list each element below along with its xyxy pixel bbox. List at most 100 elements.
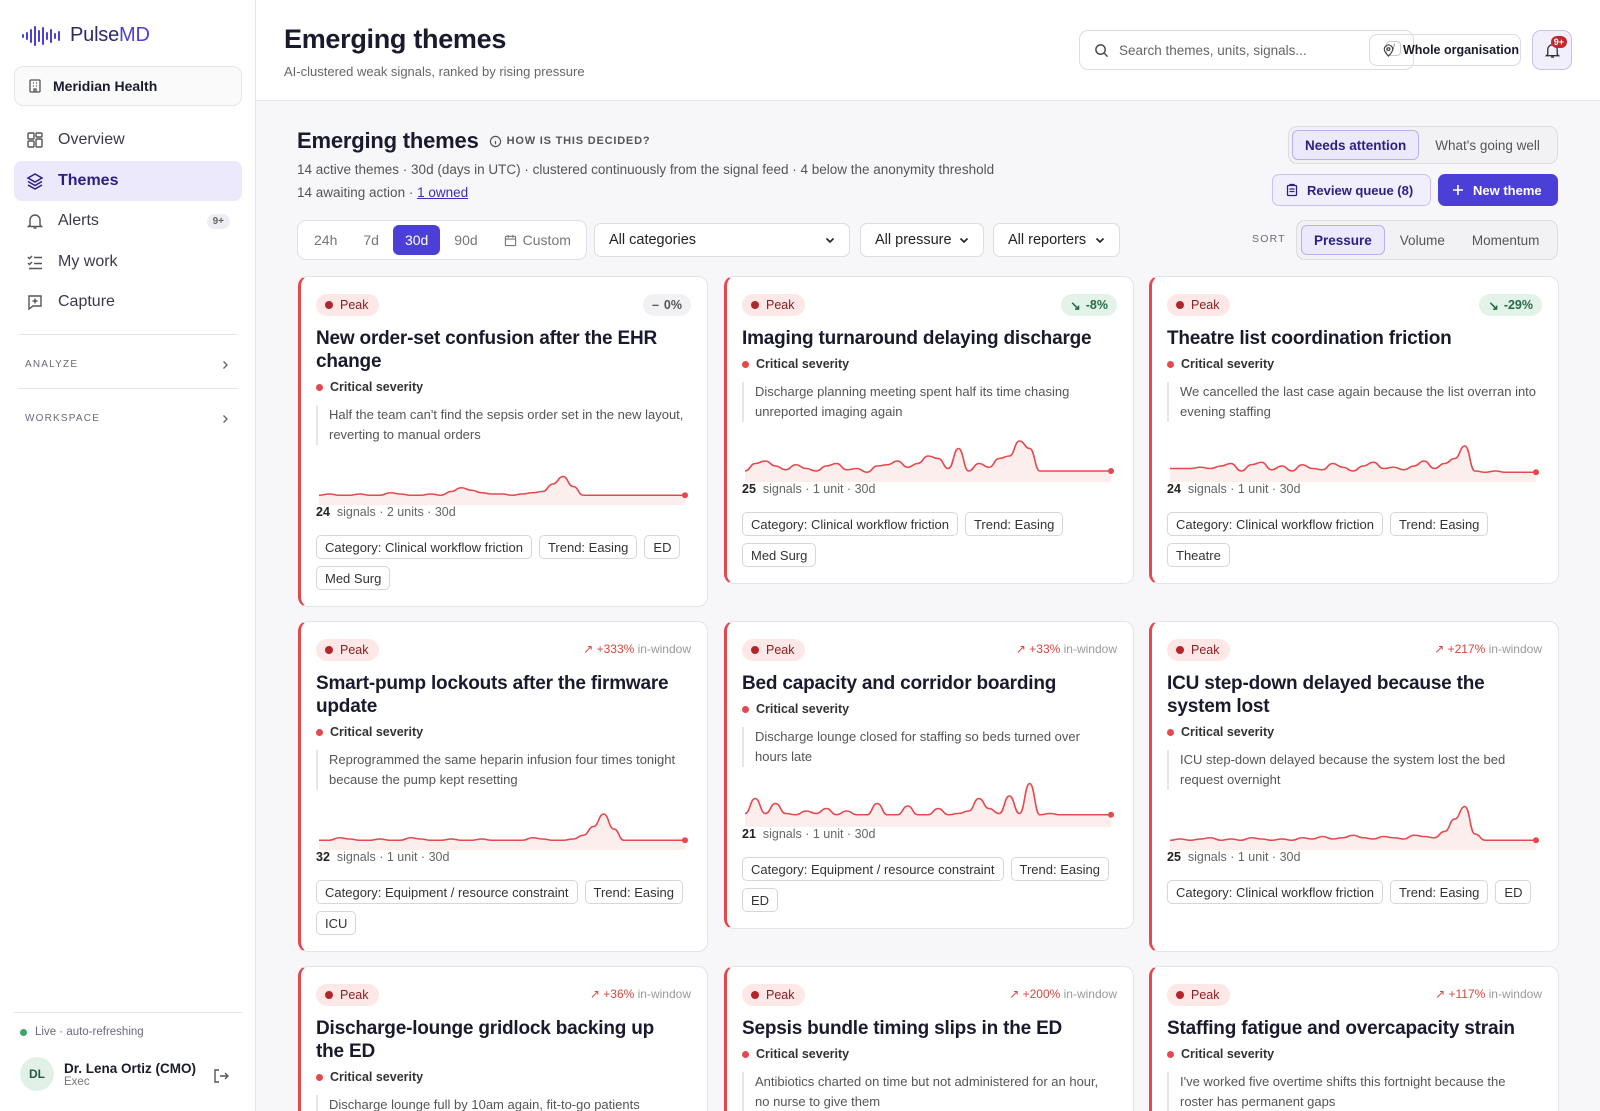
theme-title[interactable]: Smart-pump lockouts after the firmware u… — [316, 673, 669, 717]
theme-title[interactable]: Staffing fatigue and overcapacity strain — [1167, 1018, 1515, 1039]
sparkline-endpoint — [1533, 837, 1539, 844]
severity-dot-icon — [1167, 1050, 1174, 1058]
nav-item-themes[interactable]: Themes — [14, 160, 242, 201]
new-theme-label: New theme — [1473, 182, 1542, 198]
range-7d[interactable]: 7d — [363, 232, 379, 248]
tag-chip[interactable]: Med Surg — [316, 566, 391, 590]
tag-chip[interactable]: Category: Clinical workflow friction — [316, 535, 532, 559]
theme-card[interactable]: Peak ↗ +217% in-window ICU step-down delay… — [1149, 621, 1559, 952]
theme-card[interactable]: Peak ↗ +36% in-window Discharge-lounge gri… — [298, 966, 708, 1111]
tag-chip[interactable]: ED — [644, 535, 681, 559]
signal-stats-rest: signals · 1 unit · 30d — [336, 850, 450, 864]
status-dot-icon — [325, 991, 333, 999]
org-switcher[interactable]: Meridian Health — [14, 66, 242, 106]
toggle-needs-attention[interactable]: Needs attention — [1292, 130, 1420, 160]
pressure-select[interactable]: All pressure — [860, 223, 984, 257]
tag-chip[interactable]: Trend: Easing — [964, 512, 1064, 536]
pulse-logo-icon — [22, 25, 60, 46]
sidebar: PulseMD Meridian Health Overview Themes … — [0, 0, 256, 1111]
logout-button[interactable] — [212, 1067, 230, 1090]
status-label: Peak — [1191, 988, 1220, 1002]
dash-icon: – — [651, 298, 659, 312]
tag-chip[interactable]: ED — [742, 888, 779, 912]
tag-chip[interactable]: Trend: Easing — [1010, 857, 1109, 881]
theme-title[interactable]: Discharge-lounge gridlock backing up the… — [316, 1018, 655, 1062]
nav-group-workspace[interactable]: WORKSPACE — [25, 413, 230, 424]
app-logo[interactable]: PulseMD — [22, 24, 150, 47]
nav-group-analyze[interactable]: ANALYZE — [25, 359, 230, 370]
info-icon — [489, 135, 501, 147]
tag-chip[interactable]: Trend: Easing — [584, 880, 683, 904]
theme-title[interactable]: Theatre list coordination friction — [1167, 328, 1452, 349]
new-theme-button[interactable]: New theme — [1438, 174, 1558, 206]
tag-chip[interactable]: Theatre — [1167, 543, 1230, 567]
search-input[interactable]: Search themes, units, signals... / — [1079, 30, 1414, 70]
capture-icon — [28, 295, 42, 311]
theme-card[interactable]: Peak ↗ +200% in-window Sepsis bundle timin… — [724, 966, 1134, 1111]
severity-dot-icon — [316, 728, 323, 736]
tag-chip[interactable]: ICU — [316, 911, 357, 935]
how-decided-link[interactable]: HOW IS THIS DECIDED? — [489, 135, 651, 148]
signal-quote: Discharge planning meeting spent half it… — [742, 382, 1112, 422]
category-select[interactable]: All categories — [594, 223, 850, 257]
theme-title[interactable]: ICU step-down delayed because the system… — [1167, 673, 1485, 717]
scope-selector[interactable]: Whole organisation — [1369, 34, 1521, 66]
theme-title[interactable]: Imaging turnaround delaying discharge — [742, 328, 1092, 349]
chevron-right-icon — [223, 414, 228, 423]
toggle-going-well[interactable]: What's going well — [1435, 137, 1540, 153]
tag-chip[interactable]: Category: Equipment / resource constrain… — [742, 857, 1004, 881]
theme-title[interactable]: Bed capacity and corridor boarding — [742, 673, 1057, 694]
theme-card[interactable]: Peak ↗ +117% in-window Staffing fatigue an… — [1149, 966, 1559, 1111]
sort-momentum[interactable]: Momentum — [1471, 232, 1540, 248]
tag-chip[interactable]: Med Surg — [742, 543, 817, 567]
nav-item-capture[interactable]: Capture — [14, 282, 242, 322]
theme-card[interactable]: Peak ↘ -8% Imaging turnaround delaying disc… — [724, 276, 1134, 584]
trend-suffix: in-window — [634, 642, 691, 656]
tag-chip[interactable]: Trend: Easing — [538, 535, 638, 559]
tag-chip[interactable]: Category: Clinical workflow friction — [1167, 880, 1383, 904]
theme-card[interactable]: Peak ↘ -29% Theatre list coordination frict… — [1149, 276, 1559, 584]
theme-title[interactable]: Sepsis bundle timing slips in the ED — [742, 1018, 1063, 1039]
tag-chip[interactable]: Trend: Easing — [1389, 512, 1489, 536]
status-badge: Peak — [742, 294, 805, 316]
notifications-button[interactable]: 9+ — [1532, 30, 1572, 70]
trend-value: ↗ +36% — [589, 987, 635, 1001]
user-profile[interactable]: DL Dr. Lena Ortiz (CMO) Exec — [20, 1057, 196, 1091]
theme-title[interactable]: New order-set confusion after the EHR ch… — [316, 328, 657, 372]
tag-list: Category: Equipment / resource constrain… — [742, 857, 1117, 912]
tag-chip[interactable]: Category: Equipment / resource constrain… — [316, 880, 578, 904]
theme-card[interactable]: Peak –0% New order-set confusion after the… — [298, 276, 708, 607]
theme-card[interactable]: Peak ↗ +333% in-window Smart-pump lockouts… — [298, 621, 708, 952]
sort-volume[interactable]: Volume — [1399, 232, 1445, 248]
search-placeholder: Search themes, units, signals... — [1119, 42, 1307, 58]
signal-stats: 24 signals · 1 unit · 30d — [1167, 482, 1300, 496]
range-30d[interactable]: 30d — [392, 225, 441, 255]
severity-label: Critical severity — [1167, 1047, 1274, 1061]
range-custom[interactable]: Custom — [492, 225, 583, 255]
avatar: DL — [20, 1057, 54, 1091]
tag-chip[interactable]: Trend: Easing — [1389, 880, 1489, 904]
range-24h[interactable]: 24h — [314, 232, 338, 248]
signal-count: 25 — [742, 482, 756, 496]
nav-item-my-work[interactable]: My work — [14, 242, 242, 282]
severity-dot-icon — [742, 360, 749, 368]
theme-card[interactable]: Peak ↗ +33% in-window Bed capacity and cor… — [724, 621, 1134, 929]
signal-count: 24 — [1167, 482, 1181, 496]
owned-link[interactable]: 1 owned — [417, 185, 469, 200]
status-label: Peak — [766, 643, 795, 657]
sort-pressure[interactable]: Pressure — [1301, 225, 1385, 255]
nav-item-overview[interactable]: Overview — [14, 120, 242, 160]
review-queue-button[interactable]: Review queue (8) — [1272, 174, 1431, 206]
signal-stats: 24 signals · 2 units · 30d — [316, 505, 456, 519]
range-90d[interactable]: 90d — [454, 232, 478, 248]
sparkline-endpoint — [682, 492, 688, 499]
tag-chip[interactable]: ED — [1495, 880, 1532, 904]
status-badge: Peak — [316, 639, 379, 661]
tag-chip[interactable]: Category: Clinical workflow friction — [742, 512, 958, 536]
tag-chip[interactable]: Category: Clinical workflow friction — [1167, 512, 1383, 536]
signal-quote: We cancelled the last case again because… — [1167, 382, 1537, 422]
footer-divider — [14, 1012, 242, 1013]
nav-item-alerts[interactable]: Alerts 9+ — [14, 201, 242, 241]
reporters-select[interactable]: All reporters — [993, 223, 1120, 257]
severity-text: Critical severity — [756, 1047, 850, 1061]
